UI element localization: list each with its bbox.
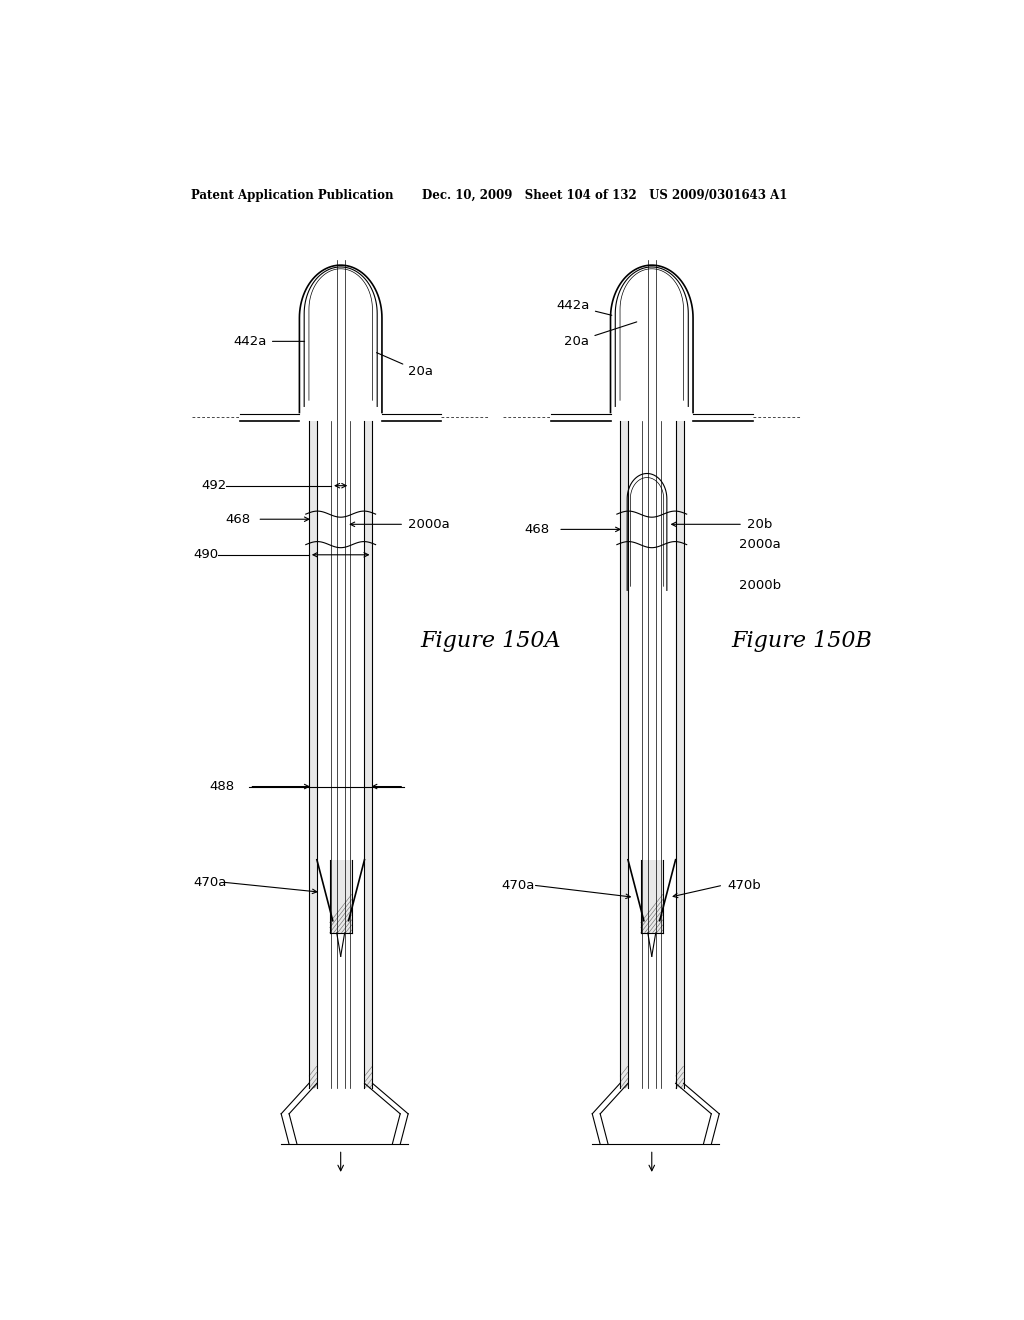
Text: 2000b: 2000b <box>739 578 781 591</box>
Text: Figure 150B: Figure 150B <box>731 630 872 652</box>
Text: 470b: 470b <box>727 879 761 891</box>
Text: 2000a: 2000a <box>739 539 781 552</box>
Text: 442a: 442a <box>233 335 304 348</box>
Text: 20a: 20a <box>564 322 637 348</box>
Text: 492: 492 <box>202 479 227 492</box>
Text: 468: 468 <box>524 523 550 536</box>
Text: 490: 490 <box>194 548 219 561</box>
Bar <box>365 421 373 1089</box>
Bar <box>620 421 628 1089</box>
Text: Dec. 10, 2009   Sheet 104 of 132   US 2009/0301643 A1: Dec. 10, 2009 Sheet 104 of 132 US 2009/0… <box>422 189 787 202</box>
Text: Figure 150A: Figure 150A <box>420 630 561 652</box>
Text: 488: 488 <box>210 780 234 793</box>
Text: 2000a: 2000a <box>409 517 450 531</box>
Bar <box>309 421 316 1089</box>
Text: 470a: 470a <box>501 879 535 891</box>
Text: 20a: 20a <box>377 352 433 379</box>
Bar <box>330 859 352 933</box>
Bar <box>641 859 663 933</box>
Text: Patent Application Publication: Patent Application Publication <box>191 189 394 202</box>
Text: 470a: 470a <box>194 875 227 888</box>
Text: 442a: 442a <box>557 300 611 315</box>
Bar <box>676 421 684 1089</box>
Text: 20b: 20b <box>748 517 772 531</box>
Text: 468: 468 <box>225 512 251 525</box>
